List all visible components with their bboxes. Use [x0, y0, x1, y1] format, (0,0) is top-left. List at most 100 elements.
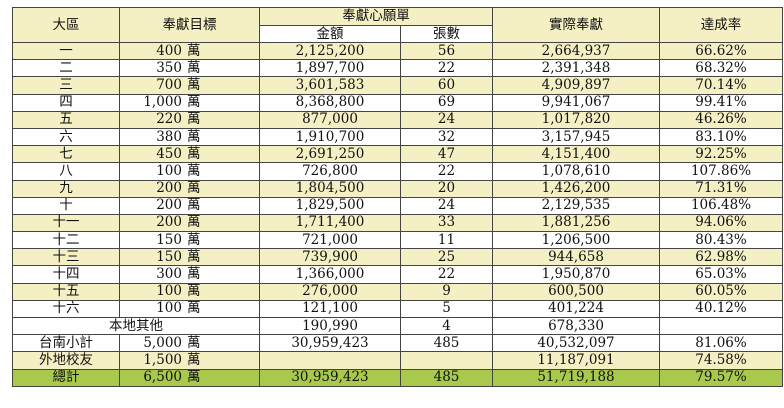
rate-cell: 106.48% — [659, 196, 783, 215]
target-unit: 萬 — [187, 128, 201, 145]
table-row: 十 200 萬 1,829,500 24 2,129,535 106.48% — [12, 196, 783, 215]
alumni-amount — [259, 351, 401, 370]
target-value: 100 — [156, 300, 182, 317]
target-cell: 700 萬 — [119, 76, 260, 95]
actual-cell: 944,658 — [492, 248, 660, 267]
rate-cell: 60.05% — [659, 282, 783, 301]
tainan-subtotal-actual: 40,532,097 — [492, 334, 660, 353]
amount-cell: 1,711,400 — [259, 213, 401, 233]
count-cell: 9 — [400, 282, 493, 301]
table-row: 十一 200 萬 1,711,400 33 1,881,256 94.06% — [12, 213, 783, 233]
local-other-row: 本地其他 190,990 4 678,330 — [12, 316, 783, 336]
header-district: 大區 — [12, 7, 120, 43]
actual-cell: 2,664,937 — [492, 41, 660, 61]
rate-cell: 66.62% — [659, 41, 783, 61]
rate-cell: 46.26% — [659, 110, 783, 129]
header-row-top: 大區 奉獻目標 奉獻心願單 實際奉獻 達成率 — [12, 7, 783, 43]
header-pledge-group: 奉獻心願單 — [259, 7, 493, 26]
district-cell: 十五 — [12, 282, 120, 301]
target-cell: 200 萬 — [119, 213, 260, 233]
target-unit: 萬 — [187, 42, 201, 59]
amount-cell: 121,100 — [259, 299, 401, 319]
count-cell: 56 — [400, 41, 493, 61]
target-cell: 200 萬 — [119, 196, 260, 215]
district-cell: 十四 — [12, 265, 120, 284]
total-target-unit: 萬 — [187, 369, 201, 386]
target-cell: 380 萬 — [119, 127, 260, 147]
target-value: 350 — [156, 59, 182, 76]
count-cell: 60 — [400, 76, 493, 95]
total-target: 6,500 萬 — [119, 368, 260, 387]
target-value: 100 — [156, 283, 182, 300]
count-cell: 22 — [400, 162, 493, 181]
rate-cell: 40.12% — [659, 299, 783, 319]
district-cell: 十 — [12, 196, 120, 215]
table-row: 十三 150 萬 739,900 25 944,658 62.98% — [12, 248, 783, 267]
local-other-rate — [659, 316, 783, 336]
target-cell: 100 萬 — [119, 299, 260, 319]
target-value: 400 — [156, 42, 182, 59]
amount-cell: 1,366,000 — [259, 265, 401, 284]
amount-cell: 1,829,500 — [259, 196, 401, 215]
table-row: 九 200 萬 1,804,500 20 1,426,200 71.31% — [12, 179, 783, 198]
target-unit: 萬 — [187, 180, 201, 197]
donation-table-container: 大區 奉獻目標 奉獻心願單 實際奉獻 達成率 金額 張數 一 400 萬 2,125,… — [12, 7, 783, 387]
local-other-count: 4 — [400, 316, 493, 336]
rate-cell: 62.98% — [659, 248, 783, 267]
table-row: 十二 150 萬 721,000 11 1,206,500 80.43% — [12, 231, 783, 250]
table-row: 一 400 萬 2,125,200 56 2,664,937 66.62% — [12, 41, 783, 61]
target-unit: 萬 — [187, 300, 201, 317]
table-row: 二 350 萬 1,897,700 22 2,391,348 68.32% — [12, 59, 783, 78]
count-cell: 25 — [400, 248, 493, 267]
tainan-subtotal-label: 台南小計 — [12, 334, 120, 353]
district-cell: 三 — [12, 76, 120, 95]
tainan-subtotal-row: 台南小計 5,000 萬 30,959,423 485 40,532,097 81… — [12, 334, 783, 353]
alumni-target: 1,500 萬 — [119, 351, 260, 370]
total-actual: 51,719,188 — [492, 368, 660, 387]
count-cell: 32 — [400, 127, 493, 147]
table-row: 五 220 萬 877,000 24 1,017,820 46.26% — [12, 110, 783, 129]
total-row: 總計 6,500 萬 30,959,423 485 51,719,188 79.5… — [12, 368, 783, 387]
count-cell: 20 — [400, 179, 493, 198]
tainan-subtotal-target-value: 5,000 — [143, 334, 182, 351]
target-value: 200 — [156, 197, 182, 214]
table-body: 一 400 萬 2,125,200 56 2,664,937 66.62% 二 350 萬 1,89… — [12, 41, 783, 387]
rate-cell: 65.03% — [659, 265, 783, 284]
count-cell: 33 — [400, 213, 493, 233]
target-unit: 萬 — [187, 214, 201, 231]
target-value: 100 — [156, 162, 182, 179]
target-cell: 200 萬 — [119, 179, 260, 198]
local-other-label: 本地其他 — [12, 316, 260, 336]
total-rate: 79.57% — [659, 368, 783, 387]
table-row: 七 450 萬 2,691,250 47 4,151,400 92.25% — [12, 145, 783, 164]
target-value: 220 — [156, 111, 182, 128]
actual-cell: 401,224 — [492, 299, 660, 319]
amount-cell: 877,000 — [259, 110, 401, 129]
target-value: 150 — [156, 231, 182, 248]
amount-cell: 276,000 — [259, 282, 401, 301]
table-row: 四 1,000 萬 8,368,800 69 9,941,067 99.41% — [12, 93, 783, 112]
table-row: 八 100 萬 726,800 22 1,078,610 107.86% — [12, 162, 783, 181]
header-rate: 達成率 — [659, 7, 783, 43]
header-amount: 金額 — [259, 25, 401, 43]
target-unit: 萬 — [187, 231, 201, 248]
rate-cell: 107.86% — [659, 162, 783, 181]
count-cell: 5 — [400, 299, 493, 319]
district-cell: 四 — [12, 93, 120, 112]
count-cell: 11 — [400, 231, 493, 250]
target-cell: 220 萬 — [119, 110, 260, 129]
district-cell: 十三 — [12, 248, 120, 267]
target-value: 200 — [156, 214, 182, 231]
district-cell: 十一 — [12, 213, 120, 233]
tainan-subtotal-target: 5,000 萬 — [119, 334, 260, 353]
target-unit: 萬 — [187, 59, 201, 76]
amount-cell: 8,368,800 — [259, 93, 401, 112]
target-cell: 150 萬 — [119, 248, 260, 267]
actual-cell: 9,941,067 — [492, 93, 660, 112]
rate-cell: 71.31% — [659, 179, 783, 198]
count-cell: 24 — [400, 196, 493, 215]
table-row: 十四 300 萬 1,366,000 22 1,950,870 65.03% — [12, 265, 783, 284]
tainan-subtotal-target-unit: 萬 — [187, 334, 201, 351]
alumni-target-value: 1,500 — [143, 351, 182, 368]
rate-cell: 80.43% — [659, 231, 783, 250]
